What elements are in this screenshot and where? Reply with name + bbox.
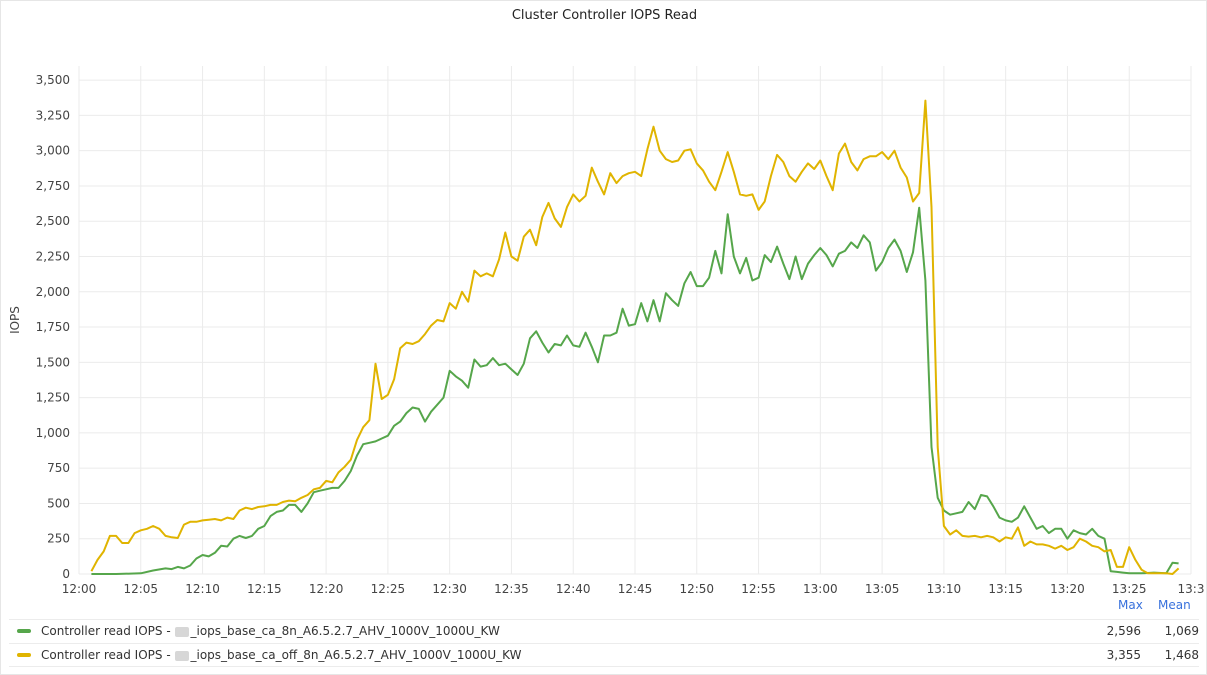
y-tick-label: 2,250 xyxy=(36,250,70,264)
series-line-1 xyxy=(91,206,1179,575)
x-tick-label: 13:3 xyxy=(1178,582,1205,596)
legend-max-series-2: 3,355 xyxy=(1106,648,1141,662)
legend-label-series-1: Controller read IOPS - xyxy=(41,624,175,638)
legend-max-series-1: 2,596 xyxy=(1106,624,1141,638)
legend-label-suffix-series-2: _iops_base_ca_off_8n_A6.5.2.7_AHV_1000V_… xyxy=(190,648,522,662)
x-tick-label: 12:20 xyxy=(309,582,344,596)
legend-mean-series-1: 1,069 xyxy=(1164,624,1199,638)
x-tick-label: 12:00 xyxy=(62,582,97,596)
y-tick-label: 0 xyxy=(62,567,70,581)
x-tick-label: 12:50 xyxy=(679,582,714,596)
y-tick-label: 3,500 xyxy=(36,73,70,87)
x-tick-label: 12:55 xyxy=(741,582,776,596)
legend-header-mean[interactable]: Mean xyxy=(1158,598,1191,612)
legend-mean-series-2: 1,468 xyxy=(1164,648,1199,662)
x-tick-label: 12:25 xyxy=(371,582,406,596)
legend-swatch-series-2 xyxy=(17,653,31,657)
y-tick-label: 1,500 xyxy=(36,355,70,369)
y-tick-label: 500 xyxy=(47,496,70,510)
x-tick-label: 13:10 xyxy=(927,582,962,596)
x-tick-label: 13:20 xyxy=(1050,582,1085,596)
y-tick-label: 1,250 xyxy=(36,391,70,405)
legend-row-series-1[interactable]: Controller read IOPS - _iops_base_ca_8n_… xyxy=(9,619,1199,642)
y-tick-label: 3,000 xyxy=(36,144,70,158)
legend-label-series-2: Controller read IOPS - xyxy=(41,648,175,662)
x-tick-label: 12:15 xyxy=(247,582,282,596)
y-axis-label: IOPS xyxy=(8,306,22,334)
y-tick-label: 2,500 xyxy=(36,214,70,228)
legend-header-max[interactable]: Max xyxy=(1118,598,1143,612)
y-tick-label: 2,000 xyxy=(36,285,70,299)
x-tick-label: 12:30 xyxy=(432,582,467,596)
y-tick-label: 750 xyxy=(47,461,70,475)
y-tick-label: 250 xyxy=(47,532,70,546)
x-tick-label: 12:35 xyxy=(494,582,529,596)
line-chart[interactable]: 0 250 500 750 1,000 1,250 1,500 1,750 2,000 2,250… xyxy=(1,1,1207,601)
legend-label-suffix-series-1: _iops_base_ca_8n_A6.5.2.7_AHV_1000V_1000… xyxy=(190,624,500,638)
redacted-prefix xyxy=(175,626,190,637)
series-line-2 xyxy=(90,99,1180,575)
x-tick-label: 12:05 xyxy=(123,582,158,596)
x-tick-label: 12:45 xyxy=(618,582,653,596)
x-tick-label: 13:25 xyxy=(1112,582,1147,596)
x-tick-label: 13:15 xyxy=(988,582,1023,596)
y-tick-label: 2,750 xyxy=(36,179,70,193)
y-tick-label: 1,000 xyxy=(36,426,70,440)
x-tick-label: 12:10 xyxy=(185,582,220,596)
x-tick-label: 13:00 xyxy=(803,582,838,596)
redacted-prefix xyxy=(175,650,190,661)
y-tick-label: 1,750 xyxy=(36,320,70,334)
chart-title: Cluster Controller IOPS Read xyxy=(511,8,698,23)
legend-swatch-series-1 xyxy=(17,629,31,633)
legend-row-series-2[interactable]: Controller read IOPS - _iops_base_ca_off… xyxy=(9,643,1199,667)
x-tick-label: 13:05 xyxy=(865,582,900,596)
x-tick-label: 12:40 xyxy=(556,582,591,596)
y-tick-label: 3,250 xyxy=(36,108,70,122)
